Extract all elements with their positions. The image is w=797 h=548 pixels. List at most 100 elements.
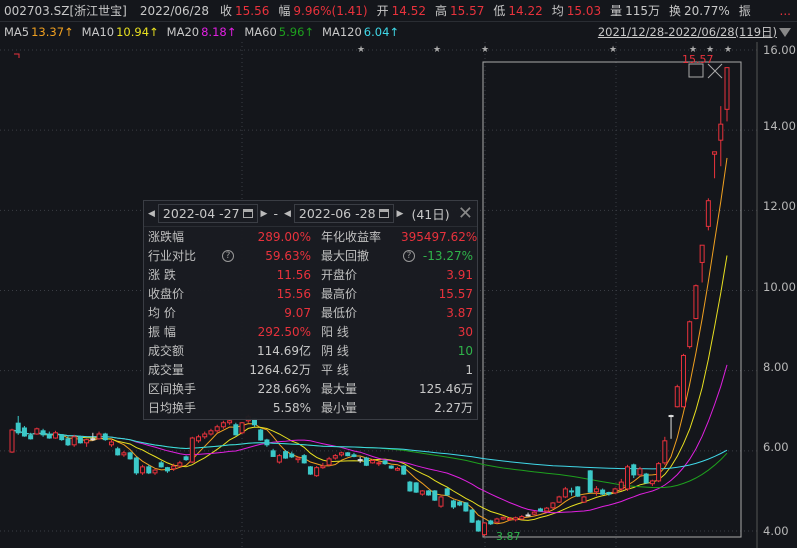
candle-body <box>320 465 326 469</box>
stat-label: 收盘价 <box>148 287 185 301</box>
next-start-arrow-icon[interactable]: ▶ <box>260 208 268 219</box>
candle-body <box>71 436 77 446</box>
candle-body <box>258 429 264 441</box>
stats-row: 区间换手 228.66% 最大量 125.46万 <box>144 379 477 398</box>
ma120-value: 6.04↑ <box>363 25 400 39</box>
quote-header: 002703.SZ[浙江世宝] 2022/06/28 收 15.56 幅 9.96%… <box>0 0 797 22</box>
candle-body <box>500 516 506 520</box>
help-icon[interactable]: ? <box>403 249 415 262</box>
candle-body <box>413 482 419 493</box>
ma10-label: MA10 <box>81 25 115 39</box>
candle-body <box>482 522 488 536</box>
stat-value: 1264.62万 <box>249 363 311 377</box>
candle-body <box>712 151 718 155</box>
event-star-icon: ★ <box>481 45 489 55</box>
start-date-input[interactable]: 2022-04 -27 <box>157 204 258 223</box>
close-icon[interactable]: ✕ <box>457 202 473 224</box>
candle-body <box>164 467 170 472</box>
volume-value: 115万 <box>625 4 661 18</box>
stat-label: 开盘价 <box>321 268 358 282</box>
change-label: 幅 <box>278 4 291 18</box>
ma-legend: MA5 13.37↑ MA10 10.94↑ MA20 8.18↑ MA60 5.96↑… <box>0 22 797 42</box>
candle-body <box>525 514 531 517</box>
candle-body <box>432 490 438 501</box>
stat-label: 最低价 <box>321 306 358 320</box>
stats-row: 振 幅 292.50% 阳 线 30 <box>144 322 477 341</box>
more-button[interactable]: ... <box>779 3 791 18</box>
low-value: 14.22 <box>508 3 543 18</box>
candle-body <box>550 502 556 509</box>
candle-body <box>463 502 469 512</box>
candle-body <box>220 422 226 428</box>
prev-start-arrow-icon[interactable]: ◀ <box>148 208 155 219</box>
candle-body <box>314 467 320 477</box>
candle-body <box>662 440 668 464</box>
candle-body <box>593 488 599 493</box>
candle-body <box>612 488 618 494</box>
stock-code: 002703.SZ[浙江世宝] <box>4 4 127 18</box>
candle-body <box>444 488 450 496</box>
candle-body <box>152 469 158 474</box>
date-range-selector[interactable]: 2021/12/28-2022/06/28(119日) <box>598 24 791 40</box>
candle-body <box>208 430 214 435</box>
candle-body <box>171 465 177 470</box>
candle-body <box>401 465 407 475</box>
help-icon[interactable]: ? <box>222 249 234 262</box>
end-date-input[interactable]: 2022-06 -28 <box>293 204 394 223</box>
avg-label: 均 <box>551 4 564 18</box>
end-date: 2022-06 -28 <box>298 206 376 221</box>
candle-body <box>606 492 612 495</box>
candle-body <box>84 439 90 444</box>
stat-label: 最大量 <box>321 382 358 396</box>
prev-end-arrow-icon[interactable]: ◀ <box>283 208 291 219</box>
calendar-icon[interactable] <box>378 209 389 218</box>
candle-body <box>239 422 245 434</box>
candle-body <box>102 433 108 441</box>
stat-label: 阴 线 <box>321 344 349 358</box>
candle-body <box>519 516 525 520</box>
stat-value: 15.57 <box>438 286 473 301</box>
stat-value: 5.58% <box>272 400 311 415</box>
candle-body <box>376 462 382 465</box>
candle-body <box>674 386 680 408</box>
candle-body <box>289 453 295 458</box>
calendar-icon[interactable] <box>242 209 253 218</box>
stat-label: 成交量 <box>148 363 185 377</box>
high-label: 高 <box>434 4 447 18</box>
candle-body <box>177 462 183 467</box>
stats-row: 行业对比? 59.63% 最大回撤? -13.27% <box>144 246 477 265</box>
candle-body <box>307 466 313 475</box>
event-star-icon: ★ <box>724 45 732 55</box>
candle-body <box>506 518 512 521</box>
stat-label: 最小量 <box>321 401 358 415</box>
candle-body <box>649 480 655 485</box>
start-date: 2022-04 -27 <box>162 206 240 221</box>
candle-body <box>513 517 519 521</box>
stat-value: 3.87 <box>446 305 473 320</box>
candle-body <box>705 200 711 227</box>
candle-body <box>301 455 307 464</box>
candle-body <box>332 455 338 459</box>
candle-body <box>382 460 388 465</box>
stat-value: 289.00% <box>257 229 311 244</box>
next-end-arrow-icon[interactable]: ▶ <box>396 208 404 219</box>
candle-body <box>65 438 71 446</box>
candle-body <box>133 457 139 474</box>
candle-body <box>15 422 21 434</box>
candle-body <box>46 434 52 439</box>
candle-body <box>699 244 705 263</box>
stat-label: 最高价 <box>321 287 358 301</box>
ma5-label: MA5 <box>4 25 30 39</box>
event-star-icon: ★ <box>689 45 697 55</box>
candle-body <box>59 434 65 441</box>
candle-body <box>214 426 220 432</box>
stat-label: 区间换手 <box>148 382 197 396</box>
change-value: 9.96%(1.41) <box>293 3 368 18</box>
y-tick: 14.00 <box>763 119 796 133</box>
avg-value: 15.03 <box>566 3 602 18</box>
stats-row: 成交额 114.69亿阴 线 10 <box>144 341 477 360</box>
candle-body <box>600 489 606 495</box>
candle-body <box>407 481 413 492</box>
event-star-icon: ★ <box>609 45 617 55</box>
